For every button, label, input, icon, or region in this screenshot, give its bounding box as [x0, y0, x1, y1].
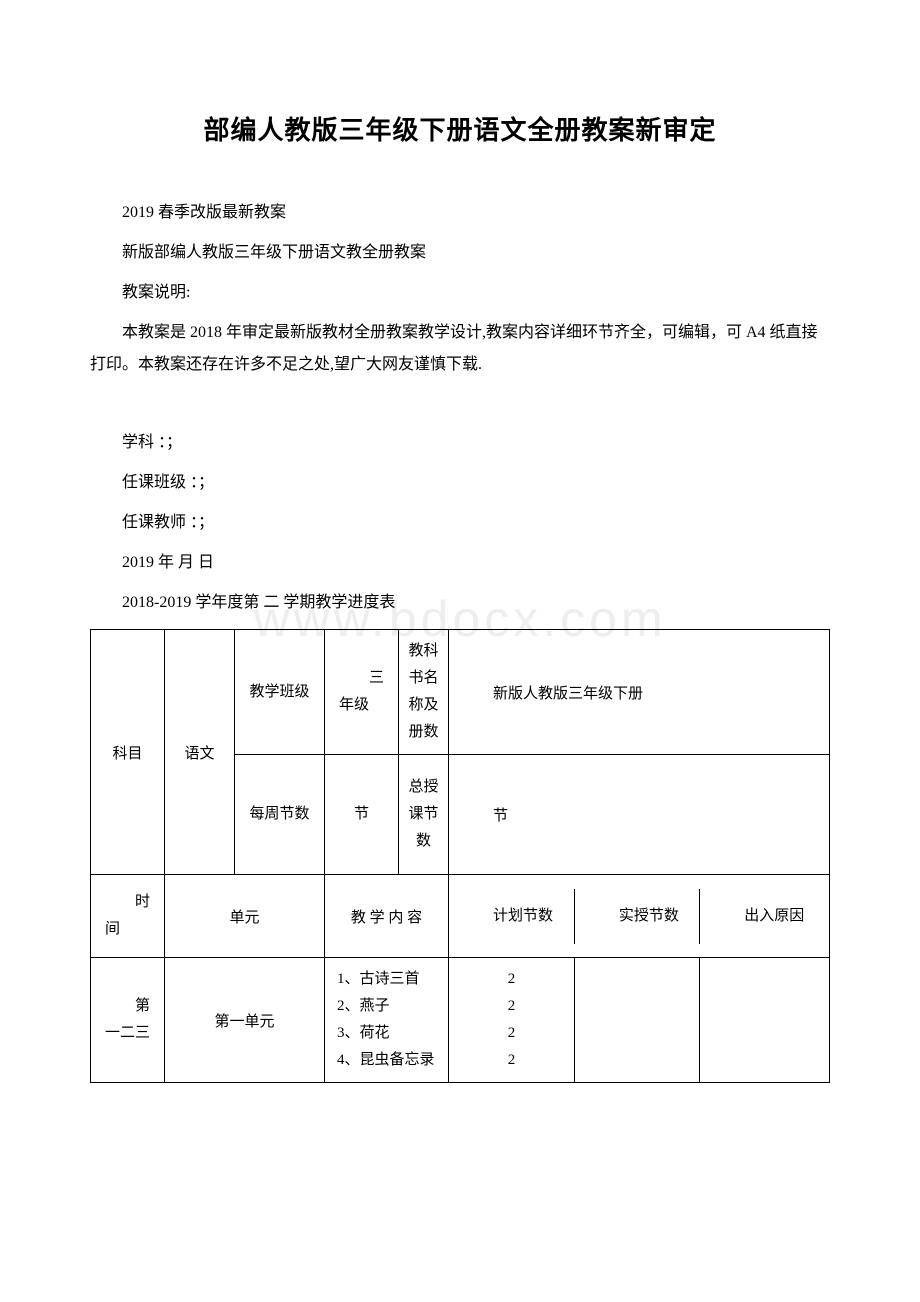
- row-actual: [574, 958, 699, 1082]
- row-content: 1、古诗三首 2、燕子 3、荷花 4、昆虫备忘录: [325, 958, 449, 1083]
- header-class: 教学班级: [235, 630, 325, 755]
- value-subject: 语文: [165, 630, 235, 875]
- field-subject: 学科 ：；: [90, 427, 830, 459]
- header-weekly: 每周节数: [235, 755, 325, 875]
- intro-description: 本教案是 2018 年审定最新版教材全册教案教学设计,教案内容详细环节齐全，可编…: [90, 317, 830, 381]
- value-book: 新版人教版三年级下册: [449, 630, 830, 755]
- schedule-table: 科目 语文 教学班级 三年级 教科书名称及册数 新版人教版三年级下册 每周节数 …: [90, 629, 830, 1083]
- value-class: 三年级: [325, 630, 399, 755]
- row-plan: 2 2 2 2: [449, 958, 574, 1082]
- header-plan: 计划节数: [449, 889, 574, 944]
- header-content: 教 学 内 容: [325, 875, 449, 958]
- header-actual: 实授节数: [574, 889, 699, 944]
- row-time: 第一二三: [91, 958, 165, 1083]
- value-weekly: 节: [325, 755, 399, 875]
- page-title: 部编人教版三年级下册语文全册教案新审定: [90, 110, 830, 147]
- header-total: 总授课节数: [399, 755, 449, 875]
- header-time: 时间: [91, 875, 165, 958]
- field-teacher: 任课教师 ：；: [90, 507, 830, 539]
- header-subject: 科目: [91, 630, 165, 875]
- field-class: 任课班级 ：；: [90, 467, 830, 499]
- field-date: 2019 年 月 日: [90, 547, 830, 579]
- intro-line-1: 2019 春季改版最新教案: [90, 197, 830, 229]
- header-unit: 单元: [165, 875, 325, 958]
- row-unit: 第一单元: [165, 958, 325, 1083]
- value-total: 节: [449, 755, 830, 875]
- intro-line-2: 新版部编人教版三年级下册语文教全册教案: [90, 237, 830, 269]
- document-content: 部编人教版三年级下册语文全册教案新审定 2019 春季改版最新教案 新版部编人教…: [90, 110, 830, 1083]
- schedule-title: 2018-2019 学年度第 二 学期教学进度表: [90, 587, 830, 619]
- row-reason: [700, 958, 829, 1082]
- header-reason: 出入原因: [700, 889, 829, 944]
- header-book: 教科书名称及册数: [399, 630, 449, 755]
- intro-line-3: 教案说明:: [90, 277, 830, 309]
